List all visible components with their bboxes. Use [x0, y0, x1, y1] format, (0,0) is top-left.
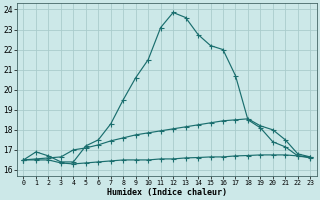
X-axis label: Humidex (Indice chaleur): Humidex (Indice chaleur) [107, 188, 227, 197]
